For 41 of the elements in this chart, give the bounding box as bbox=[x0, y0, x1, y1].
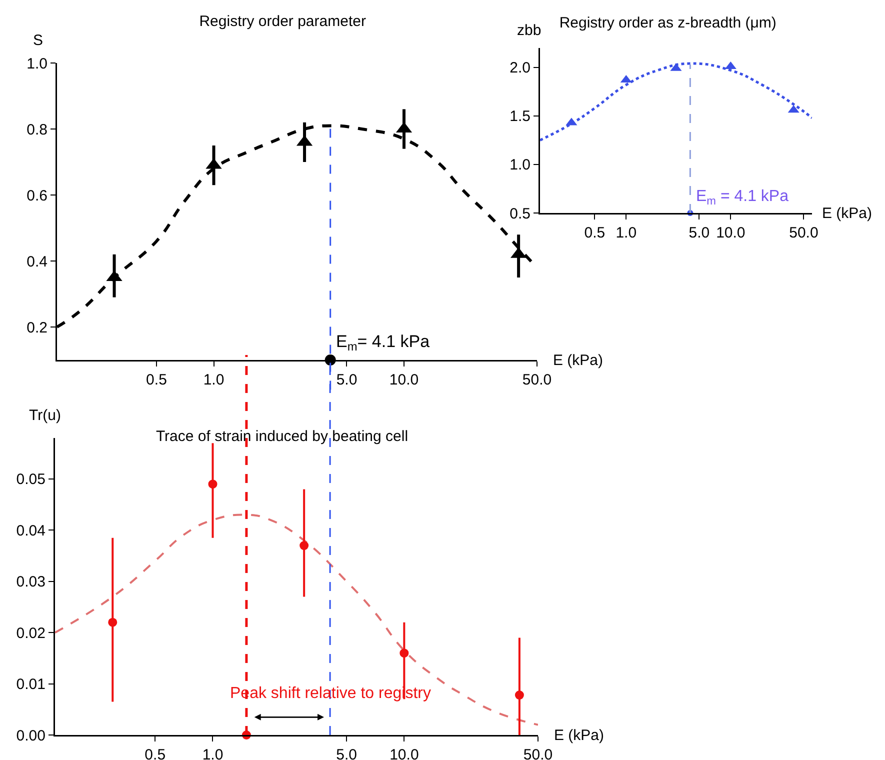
y-tick-label: 0.03 bbox=[16, 574, 46, 591]
x-tick-label: 50.0 bbox=[523, 746, 553, 760]
y-axis-title: S bbox=[33, 32, 44, 49]
y-tick-label: 0.04 bbox=[16, 522, 46, 540]
y-tick-label: 0.01 bbox=[16, 676, 46, 694]
x-tick-label: 1.0 bbox=[616, 224, 637, 242]
x-tick-label: 5.0 bbox=[688, 224, 710, 242]
y-tick-label: 0.00 bbox=[16, 727, 46, 744]
x-tick-label: 0.5 bbox=[584, 224, 606, 242]
x-tick-label: 0.5 bbox=[144, 746, 166, 760]
x-tick-label: 5.0 bbox=[336, 372, 358, 388]
y-axis-title: zbb bbox=[517, 22, 542, 39]
x-tick-label: 50.0 bbox=[789, 224, 818, 242]
y-tick-label: 0.02 bbox=[16, 624, 46, 642]
y-axis-title: Tr(u) bbox=[29, 407, 61, 424]
y-tick-label: 2.0 bbox=[510, 60, 530, 77]
x-tick-label: 1.0 bbox=[203, 372, 224, 388]
x-tick-label: 10.0 bbox=[716, 224, 746, 242]
x-tick-label: 50.0 bbox=[522, 372, 552, 388]
annotation: E$_{m}$ = 4.1 kPa bbox=[696, 188, 789, 208]
y-tick-label: 0.4 bbox=[26, 253, 48, 270]
x-axis-title: E (kPa) bbox=[822, 205, 872, 222]
chart-title: Registry order parameter bbox=[199, 13, 366, 30]
x-axis-title: E (kPa) bbox=[554, 727, 604, 744]
y-tick-label: 0.8 bbox=[26, 121, 48, 138]
y-tick-label: 0.5 bbox=[510, 205, 530, 222]
x-tick-label: 5.0 bbox=[336, 746, 357, 760]
annotation: E$_{m}$= 4.1 kPa bbox=[336, 332, 430, 354]
y-tick-label: 0.05 bbox=[16, 471, 46, 488]
y-tick-label: 0.6 bbox=[26, 187, 48, 204]
x-tick-label: 10.0 bbox=[390, 746, 419, 760]
chart-title: Registry order as z-breadth (μm) bbox=[559, 14, 776, 32]
x-tick-label: 1.0 bbox=[202, 746, 224, 760]
x-tick-label: 10.0 bbox=[389, 372, 419, 388]
x-tick-label: 0.5 bbox=[146, 372, 167, 388]
y-tick-label: 1.0 bbox=[26, 55, 48, 72]
y-tick-label: 1.5 bbox=[510, 108, 530, 126]
y-tick-label: 1.0 bbox=[510, 156, 530, 174]
y-tick-label: 0.2 bbox=[26, 319, 48, 336]
x-axis-title: E (kPa) bbox=[553, 352, 604, 369]
chart-title: Trace of strain induced by beating cell bbox=[156, 428, 408, 445]
